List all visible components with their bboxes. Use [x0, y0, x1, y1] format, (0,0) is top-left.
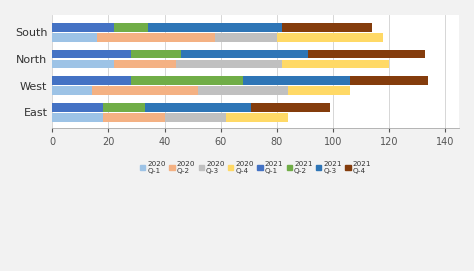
Bar — [91, 86, 198, 95]
Bar — [103, 103, 145, 112]
Bar — [215, 33, 277, 42]
Bar — [114, 60, 176, 68]
Bar — [52, 23, 114, 32]
Bar — [283, 60, 389, 68]
Bar — [226, 113, 288, 122]
Bar — [308, 50, 425, 59]
Bar — [52, 33, 97, 42]
Bar — [283, 23, 372, 32]
Bar — [52, 113, 103, 122]
Bar — [288, 86, 350, 95]
Bar — [52, 76, 131, 85]
Bar — [52, 86, 91, 95]
Bar — [52, 60, 114, 68]
Bar — [243, 76, 350, 85]
Bar — [350, 76, 428, 85]
Bar — [148, 23, 283, 32]
Bar — [176, 60, 283, 68]
Bar — [52, 50, 131, 59]
Bar — [131, 50, 182, 59]
Bar — [145, 103, 252, 112]
Bar — [252, 103, 330, 112]
Bar — [97, 33, 215, 42]
Bar — [52, 103, 103, 112]
Bar — [164, 113, 226, 122]
Bar — [198, 86, 288, 95]
Legend: 2020
Q-1, 2020
Q-2, 2020
Q-3, 2020
Q-4, 2021
Q-1, 2021
Q-2, 2021
Q-3, 2021
Q-4: 2020 Q-1, 2020 Q-2, 2020 Q-3, 2020 Q-4, … — [137, 158, 374, 177]
Bar — [103, 113, 164, 122]
Bar — [131, 76, 243, 85]
Bar — [114, 23, 148, 32]
Bar — [277, 33, 383, 42]
Bar — [182, 50, 308, 59]
